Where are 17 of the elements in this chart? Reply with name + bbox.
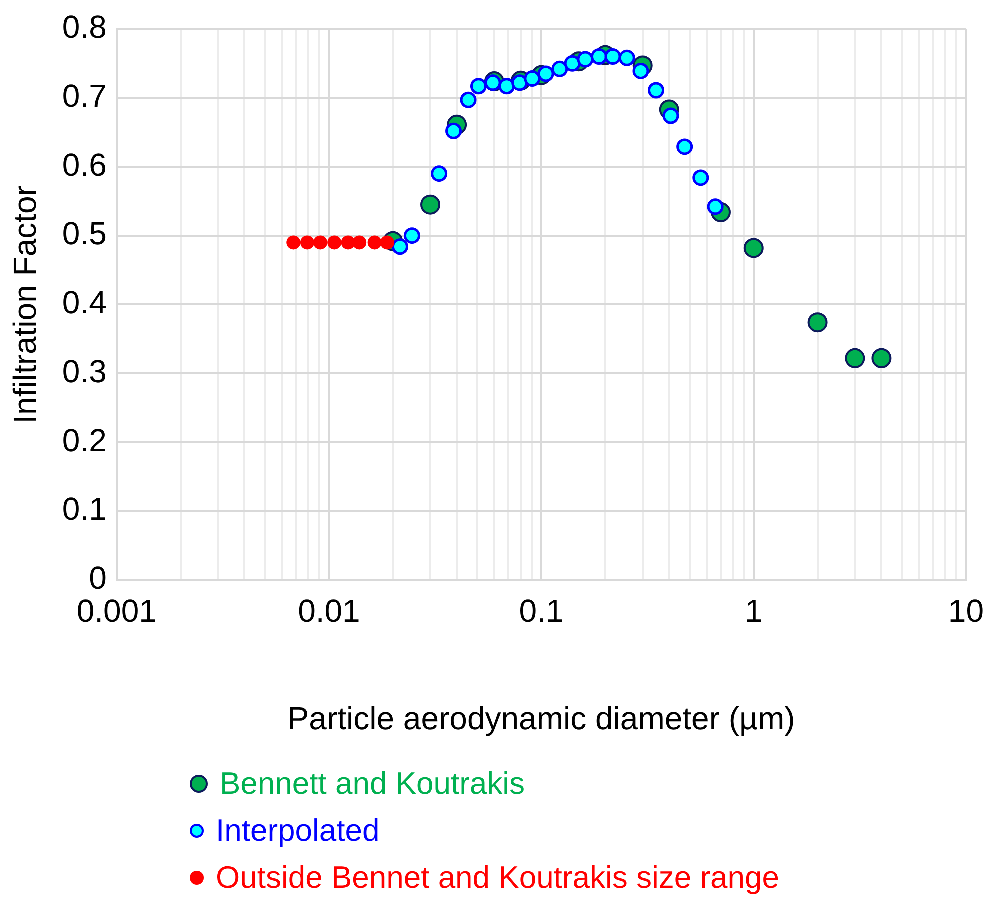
legend-label: Interpolated — [216, 812, 380, 848]
x-tick-label: 10 — [948, 593, 984, 630]
y-tick-label: 0.4 — [62, 284, 107, 321]
y-axis-title: Infiltration Factor — [7, 185, 44, 424]
y-tick-label: 0.3 — [62, 353, 107, 390]
y-tick-label: 0.8 — [62, 9, 107, 46]
y-tick-label: 0.7 — [62, 78, 107, 114]
y-tick-label: 0.2 — [62, 422, 107, 458]
y-tick-label: 0.1 — [62, 491, 107, 528]
x-tick-label: 0.1 — [519, 593, 564, 630]
x-tick-label: 1 — [744, 593, 763, 630]
y-tick-label: 0.5 — [62, 216, 107, 252]
y-tick-label: 0.6 — [62, 146, 107, 183]
legend-label: Outside Bennet and Koutrakis size range — [216, 860, 780, 896]
legend-label: Bennett and Koutrakis — [220, 766, 526, 802]
x-tick-label: 0.01 — [298, 593, 360, 630]
x-axis-title: Particle aerodynamic diameter (µm) — [288, 700, 796, 737]
